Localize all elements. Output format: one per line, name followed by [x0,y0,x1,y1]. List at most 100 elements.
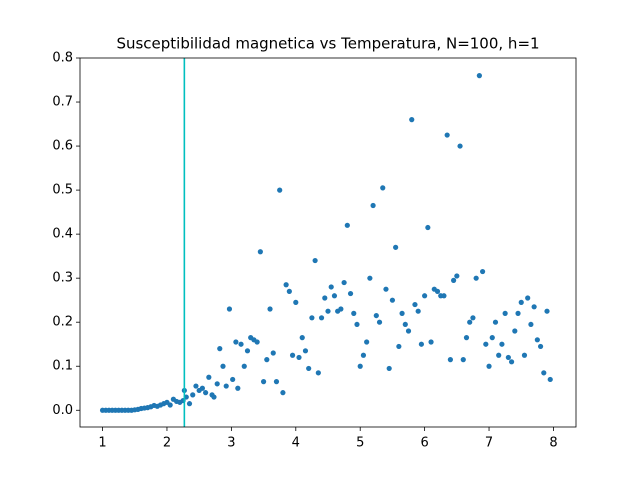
point [499,341,505,347]
point [473,275,479,281]
x-tick-label: 7 [485,436,493,451]
point [299,335,305,341]
point [460,357,466,363]
point [547,376,553,383]
point [518,299,524,305]
axes-frame [79,57,577,428]
point [217,346,223,352]
point [367,275,373,281]
point [393,244,399,250]
point [338,306,344,312]
point [544,308,550,314]
point [193,383,199,389]
x-tick-label: 5 [356,436,364,451]
point [309,315,315,321]
point [399,310,405,316]
point [418,341,425,347]
point [434,288,441,294]
point [383,286,389,292]
point [360,352,367,358]
point [409,117,415,123]
x-tick-label: 4 [292,436,300,451]
point [325,308,331,314]
x-tick-label: 2 [163,436,171,451]
point [254,339,260,345]
point [541,370,547,376]
point [351,310,357,316]
point [233,339,239,345]
point [264,357,270,363]
point [223,383,229,389]
point [531,304,537,310]
point [270,350,276,356]
y-tick-label: 0.3 [52,271,73,286]
point [280,390,286,396]
y-tick-label: 0.6 [52,139,73,154]
point [463,335,470,341]
point [322,295,328,301]
point [412,301,418,308]
point [226,306,233,312]
point [492,319,499,325]
y-tick-label: 0.2 [52,315,73,330]
point [486,363,492,369]
point [502,310,508,316]
point [260,379,267,385]
x-tick-label: 3 [227,436,235,451]
point [537,343,544,350]
y-tick-label: 0.5 [52,183,73,198]
y-tick-label: 0.1 [52,359,73,374]
x-tick-label: 6 [420,436,428,451]
point [470,315,476,321]
point [296,354,302,361]
point [341,279,347,286]
y-tick-label: 0.4 [52,227,73,242]
y-tick-label: 0.8 [52,51,73,66]
point [220,363,226,369]
point [476,73,482,79]
point [293,299,299,305]
point [347,290,354,297]
point [451,277,457,283]
point [512,328,518,334]
point [283,282,289,288]
point [241,363,247,369]
point [306,365,312,372]
point [354,321,360,328]
point [199,385,205,391]
point [525,295,531,301]
point [257,249,263,255]
chart-title: Susceptibilidad magnetica vs Temperatura… [116,35,539,53]
point [373,312,379,319]
point [214,381,220,387]
point [230,376,236,383]
point [370,202,376,209]
point [203,390,209,396]
point [211,394,217,400]
point [277,187,283,193]
point [235,385,241,391]
point [238,341,244,347]
point [428,339,434,345]
point [389,297,396,303]
point [447,357,453,363]
point [521,352,528,358]
point [206,374,212,380]
point [396,343,402,350]
point [454,273,460,279]
point [534,337,540,343]
point [489,335,495,341]
point [425,224,431,231]
point [467,319,473,325]
point [302,348,309,354]
point [505,354,511,361]
point [267,306,273,312]
point [331,293,338,299]
point [457,143,463,149]
plot-area [99,58,553,427]
point [528,321,534,328]
point [244,348,251,354]
point [441,293,447,299]
